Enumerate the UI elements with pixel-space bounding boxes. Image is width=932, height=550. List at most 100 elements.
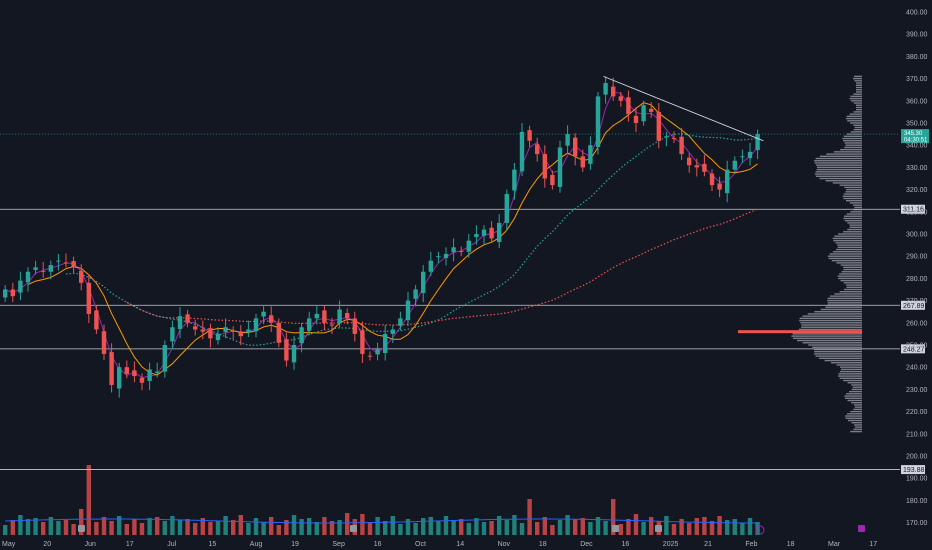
candle-body: [611, 86, 616, 97]
candle-body: [618, 96, 623, 101]
volume-bar: [124, 524, 129, 535]
profile-bar: [834, 235, 862, 237]
profile-bar: [856, 106, 862, 109]
volume-bar: [86, 465, 91, 535]
profile-bar: [853, 111, 862, 113]
candle-body: [124, 367, 129, 374]
profile-bar: [851, 384, 862, 386]
candle-body: [360, 330, 365, 354]
candle-body: [664, 136, 669, 138]
profile-bar: [844, 397, 862, 399]
volume-bar: [565, 515, 570, 535]
candle-body: [375, 349, 380, 355]
profile-bar: [849, 97, 862, 100]
candle-body: [162, 345, 167, 372]
profile-bar: [791, 335, 862, 337]
candle-body: [215, 333, 221, 341]
profile-bar: [838, 375, 862, 377]
profile-bar: [849, 226, 862, 229]
profile-bar: [835, 242, 862, 244]
volume-bar: [687, 523, 692, 535]
volume-bars: [3, 465, 760, 535]
candle-body: [208, 328, 213, 339]
time-tick: 20: [43, 541, 51, 548]
profile-bar: [844, 395, 862, 397]
profile-bar: [846, 115, 862, 118]
profile-bar: [845, 117, 862, 120]
volume-bar: [10, 520, 15, 535]
volume-bar: [101, 517, 107, 535]
volume-bar: [367, 522, 373, 535]
price-tick: 210.00: [906, 431, 928, 438]
candle-body: [101, 331, 107, 354]
profile-bar: [850, 95, 862, 98]
candle-body: [284, 339, 289, 361]
profile-bar: [856, 108, 862, 111]
candle-body: [421, 271, 426, 294]
earnings-icon: [655, 525, 662, 532]
volume-bar: [664, 516, 669, 535]
profile-bar: [845, 415, 862, 417]
price-tick: 340.00: [906, 143, 928, 150]
earnings-icon: [78, 525, 85, 532]
time-axis[interactable]: May 20 Jun 17 Jul 15 Aug 19 Sep 16 Oct 14 Nov 18 Dec 16…: [2, 541, 877, 548]
profile-bar: [844, 219, 862, 222]
volume-bar: [329, 521, 335, 535]
profile-bar: [798, 328, 862, 331]
volume-bar: [405, 519, 411, 535]
candle-body: [352, 318, 357, 334]
last-price-tag: [901, 129, 929, 144]
profile-bar: [842, 195, 862, 197]
profile-bar: [839, 291, 862, 293]
time-tick: Sep: [332, 541, 345, 548]
time-tick: Aug: [250, 541, 263, 548]
profile-bar: [829, 253, 862, 255]
candle-body: [147, 369, 152, 381]
profile-bar: [839, 273, 862, 275]
candle-body: [519, 131, 525, 172]
profile-bar: [854, 426, 862, 428]
profile-bar: [846, 133, 862, 135]
profile-bar: [833, 239, 862, 242]
candle-body: [451, 247, 456, 253]
volume-bar: [223, 516, 228, 535]
profile-bar: [856, 84, 862, 86]
candle-body: [633, 115, 639, 123]
price-tick: 320.00: [906, 187, 928, 194]
volume-bar: [162, 521, 167, 535]
candle-body: [436, 256, 441, 258]
time-tick: 15: [209, 541, 217, 548]
volume-bar: [147, 518, 152, 535]
time-tick: 21: [704, 541, 712, 548]
volume-bar: [717, 516, 722, 535]
profile-bar: [832, 237, 862, 240]
profile-bar: [814, 162, 862, 164]
profile-bar: [792, 333, 862, 335]
candle-body: [550, 174, 555, 186]
candle-body: [185, 314, 190, 323]
profile-bar: [856, 82, 862, 84]
profile-bar: [836, 262, 862, 264]
profile-bar: [856, 91, 862, 93]
candle-body: [557, 147, 563, 187]
volume-bar: [671, 524, 677, 535]
volume-bar: [41, 522, 46, 535]
candle-body: [725, 169, 730, 194]
candle-body: [428, 260, 433, 272]
candle-body: [580, 156, 585, 168]
profile-bar: [816, 164, 862, 166]
level-tag-text: 311.16: [903, 207, 924, 214]
candle-body: [405, 300, 411, 321]
profile-bar: [850, 410, 862, 413]
volume-bar: [231, 520, 236, 535]
volume-bar: [679, 519, 684, 535]
candle-body: [177, 316, 183, 330]
price-tick: 250.00: [906, 343, 928, 350]
profile-bar: [839, 184, 862, 186]
candle-body: [329, 324, 335, 326]
profile-bar: [846, 286, 862, 288]
profile-bar: [850, 131, 862, 133]
candle-body: [626, 97, 631, 115]
